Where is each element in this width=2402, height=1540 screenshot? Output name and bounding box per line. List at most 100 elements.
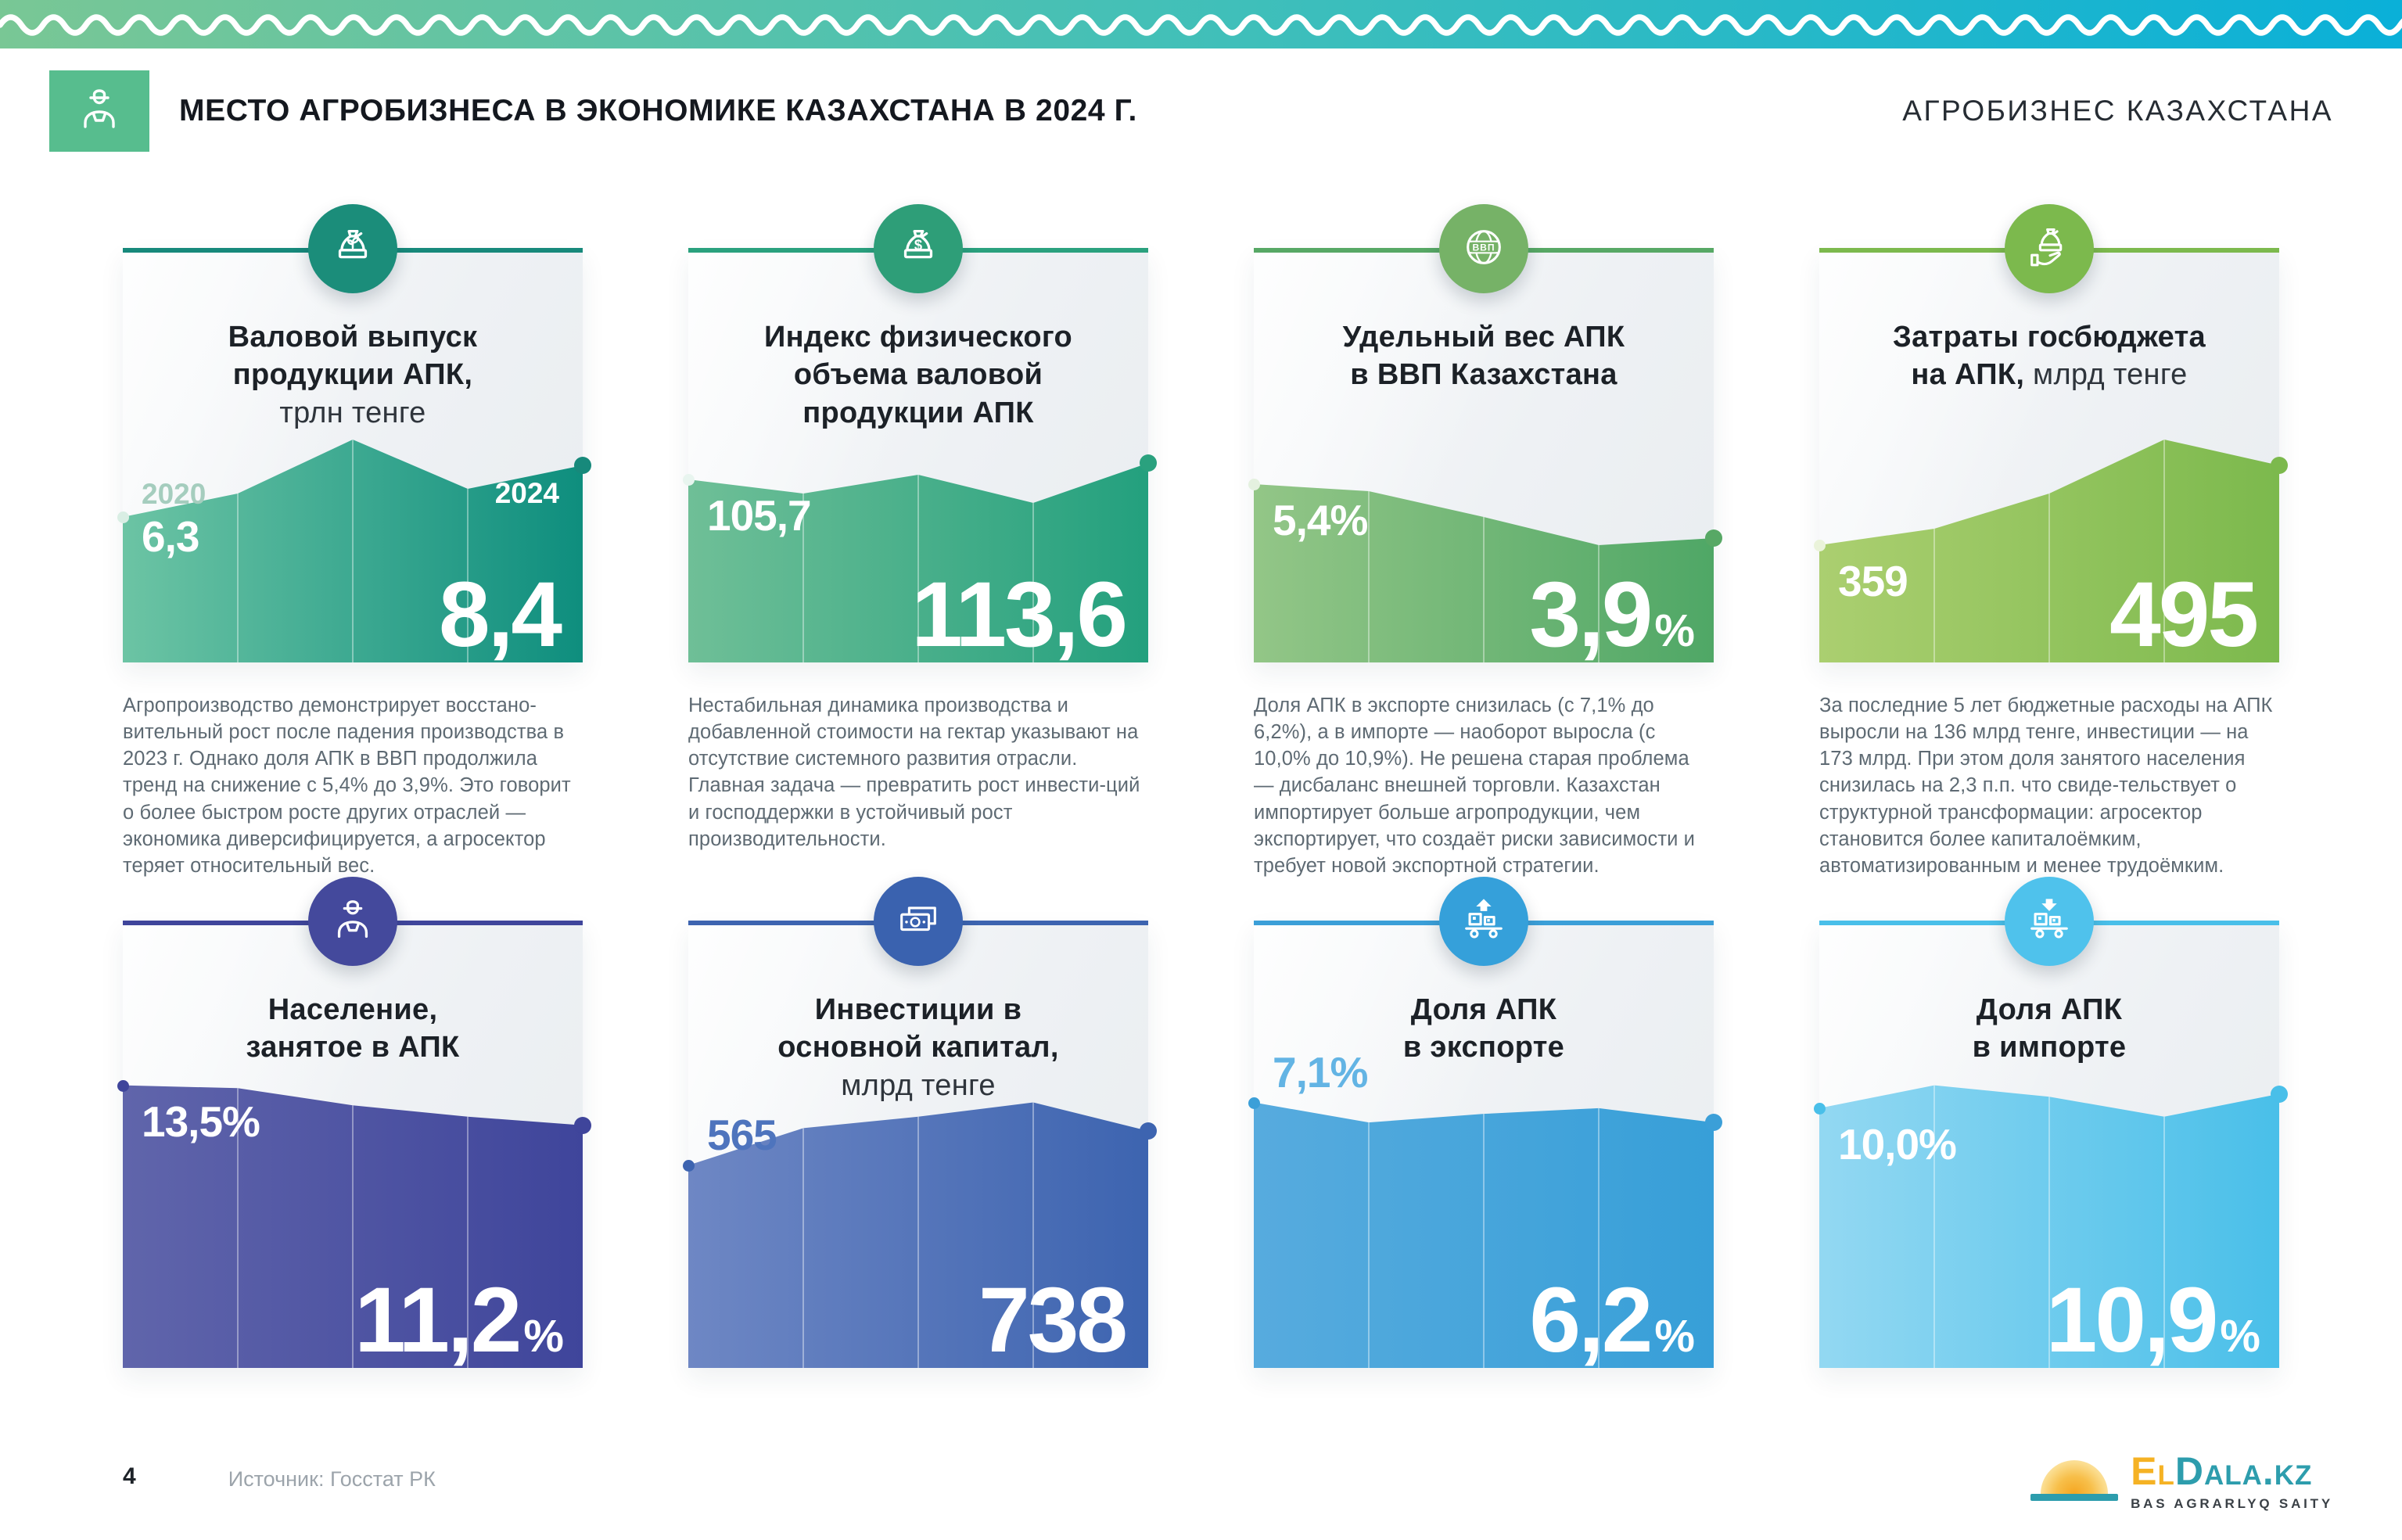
chart-end-suffix: % <box>2220 1311 2260 1362</box>
chart-start-value: 6,3 <box>142 512 199 561</box>
card-chart: 105,7 113,6 <box>683 428 1157 662</box>
card-description: За последние 5 лет бюджетные расходы на … <box>1819 695 2273 877</box>
farmer-icon <box>74 84 124 138</box>
cards-row-top: Валовой выпуск продукции АПК, трлн тенге 2… <box>117 204 2288 662</box>
card-chart: 5,4% 3,9% <box>1248 428 1722 662</box>
chart-start-dot <box>1814 540 1826 551</box>
chart-start-value: 7,1% <box>1273 1048 1368 1097</box>
stat-card: $ Индекс физического объема валовой продук… <box>683 204 1157 662</box>
footer: 4 Источник: Госстат РК ElDala.kz BAS AGR… <box>123 1448 2333 1513</box>
chart-end-value: 3,9 <box>1529 563 1653 666</box>
card-icon-circle <box>1439 877 1528 966</box>
stat-card: Доля АПК в экспорте 7,1% 6,2% <box>1248 877 1722 1368</box>
header-icon-square <box>49 70 149 152</box>
chart-end-value: 8,4 <box>438 563 562 666</box>
card-title: Затраты госбюджета на АПК, млрд тенге <box>1893 321 2206 392</box>
card-icon-circle <box>2005 204 2094 293</box>
chart-end-number: 113,6 <box>911 569 1129 661</box>
stat-card: Валовой выпуск продукции АПК, трлн тенге 2… <box>117 204 591 662</box>
card-icon-circle <box>874 877 963 966</box>
logo-tagline: BAS AGRARLYQ SAITY <box>2131 1496 2333 1511</box>
card-chart: 7,1% 6,2% <box>1248 1049 1722 1368</box>
chart-start-label: 5,4% <box>1273 496 1368 544</box>
card-icon-circle: $ <box>874 204 963 293</box>
card-chart: 2020 6,3 2024 8,4 <box>117 428 591 662</box>
chart-end-suffix: % <box>1654 605 1695 656</box>
header-band <box>0 0 2402 48</box>
stat-card: ВВП Удельный вес АПК в ВВП Казахстана 5,4… <box>1248 204 1722 662</box>
card-title: Доля АПК в экспорте <box>1402 993 1565 1064</box>
chart-end-dot <box>574 1116 591 1134</box>
card-title: Инвестиции в основной капитал, млрд тенге <box>777 993 1059 1102</box>
card-title: Индекс физического объема валовой продукци… <box>763 321 1073 429</box>
card-title: Население, занятое в АПК <box>246 993 460 1064</box>
logo-name-el: El <box>2131 1448 2175 1493</box>
card-chart: 565 738 <box>683 1082 1157 1368</box>
chart-start-value: 565 <box>707 1111 777 1160</box>
chart-end-dot <box>574 457 591 474</box>
chart-start-label: 105,7 <box>707 491 812 540</box>
card-chart: 359 495 <box>1814 428 2288 662</box>
eldala-logo: ElDala.kz BAS AGRARLYQ SAITY <box>2030 1448 2333 1513</box>
chart-end-value: 10,9 <box>2045 1269 2219 1372</box>
chart-end-value: 11,2 <box>354 1269 522 1372</box>
chart-end-suffix: % <box>523 1311 564 1362</box>
cart-import-down-icon <box>2025 896 2073 948</box>
chart-start-value: 5,4% <box>1273 496 1368 544</box>
card-icon-circle <box>308 877 397 966</box>
money-bag-sprout-icon <box>329 223 377 275</box>
logo-name: ElDala.kz <box>2131 1448 2333 1493</box>
chart-start-value: 359 <box>1838 557 1908 605</box>
chart-start-dot <box>1814 1102 1826 1115</box>
chart-end-value: 113,6 <box>911 563 1128 666</box>
card-title: Доля АПК в импорте <box>1972 993 2127 1064</box>
chart-start-dot <box>683 474 695 486</box>
source-label: Источник: Госстат РК <box>228 1467 436 1491</box>
chart-end-number: 738 <box>978 1274 1129 1366</box>
chart-start-label: 7,1% <box>1273 1048 1368 1097</box>
page-title: МЕСТО АГРОБИЗНЕСА В ЭКОНОМИКЕ КАЗАХСТАНА… <box>179 94 1137 127</box>
chart-start-dot <box>1248 1097 1260 1109</box>
card-title: Удельный вес АПК в ВВП Казахстана <box>1342 321 1625 392</box>
chart-end-number: 8,4 <box>439 569 564 661</box>
chart-end-number: 495 <box>2109 569 2260 661</box>
card-icon-circle: ВВП <box>1439 204 1528 293</box>
chart-end-number: 11,2% <box>354 1274 564 1366</box>
chart-start-dot <box>117 1079 129 1092</box>
sun-icon <box>2030 1451 2119 1501</box>
chart-end-number: 10,9% <box>2046 1274 2260 1366</box>
chart-start-value: 13,5% <box>142 1097 260 1146</box>
cards-row-bottom: Население, занятое в АПК 13,5% 11,2% Инве… <box>117 877 2288 1368</box>
card-chart: 10,0% 10,9% <box>1814 1082 2288 1368</box>
chart-start-dot <box>1248 479 1260 490</box>
chart-start-label: 2020 6,3 <box>142 478 206 560</box>
chart-end-number: 6,2% <box>1529 1274 1695 1366</box>
descriptions-row: Агропроизводство демонстрирует восстано-… <box>123 692 2279 889</box>
chart-end-dot <box>1140 1122 1157 1140</box>
card-icon-circle <box>308 204 397 293</box>
chart-end-value: 6,2 <box>1529 1269 1653 1372</box>
chart-start-value: 105,7 <box>707 491 812 540</box>
content: Валовой выпуск продукции АПК, трлн тенге 2… <box>117 204 2288 1368</box>
stat-card: Доля АПК в импорте 10,0% 10,9% <box>1814 877 2288 1368</box>
chart-start-label: 565 <box>707 1111 777 1159</box>
globe-gdp-icon: ВВП <box>1460 223 1508 275</box>
header: МЕСТО АГРОБИЗНЕСА В ЭКОНОМИКЕ КАЗАХСТАНА… <box>49 70 2333 152</box>
chart-start-label: 10,0% <box>1838 1119 1957 1168</box>
chart-end-dot <box>2271 457 2288 474</box>
svg-text:ВВП: ВВП <box>1472 242 1495 253</box>
stat-card: Затраты госбюджета на АПК, млрд тенге 359… <box>1814 204 2288 662</box>
chart-end-dot <box>1705 1114 1722 1132</box>
chart-end-number: 3,9% <box>1529 569 1695 661</box>
stat-card: Инвестиции в основной капитал, млрд тенге … <box>683 877 1157 1368</box>
wave-decoration <box>0 14 2402 36</box>
card-icon-circle <box>2005 877 2094 966</box>
logo-text: ElDala.kz BAS AGRARLYQ SAITY <box>2131 1448 2333 1513</box>
hand-money-bag-icon <box>2025 223 2073 275</box>
chart-end-dot <box>2271 1085 2288 1103</box>
chart-start-value: 10,0% <box>1838 1119 1957 1168</box>
farmer-icon <box>329 896 377 948</box>
chart-end-value: 495 <box>2109 563 2259 666</box>
chart-start-dot <box>117 512 129 523</box>
cart-export-up-icon <box>1460 896 1508 948</box>
